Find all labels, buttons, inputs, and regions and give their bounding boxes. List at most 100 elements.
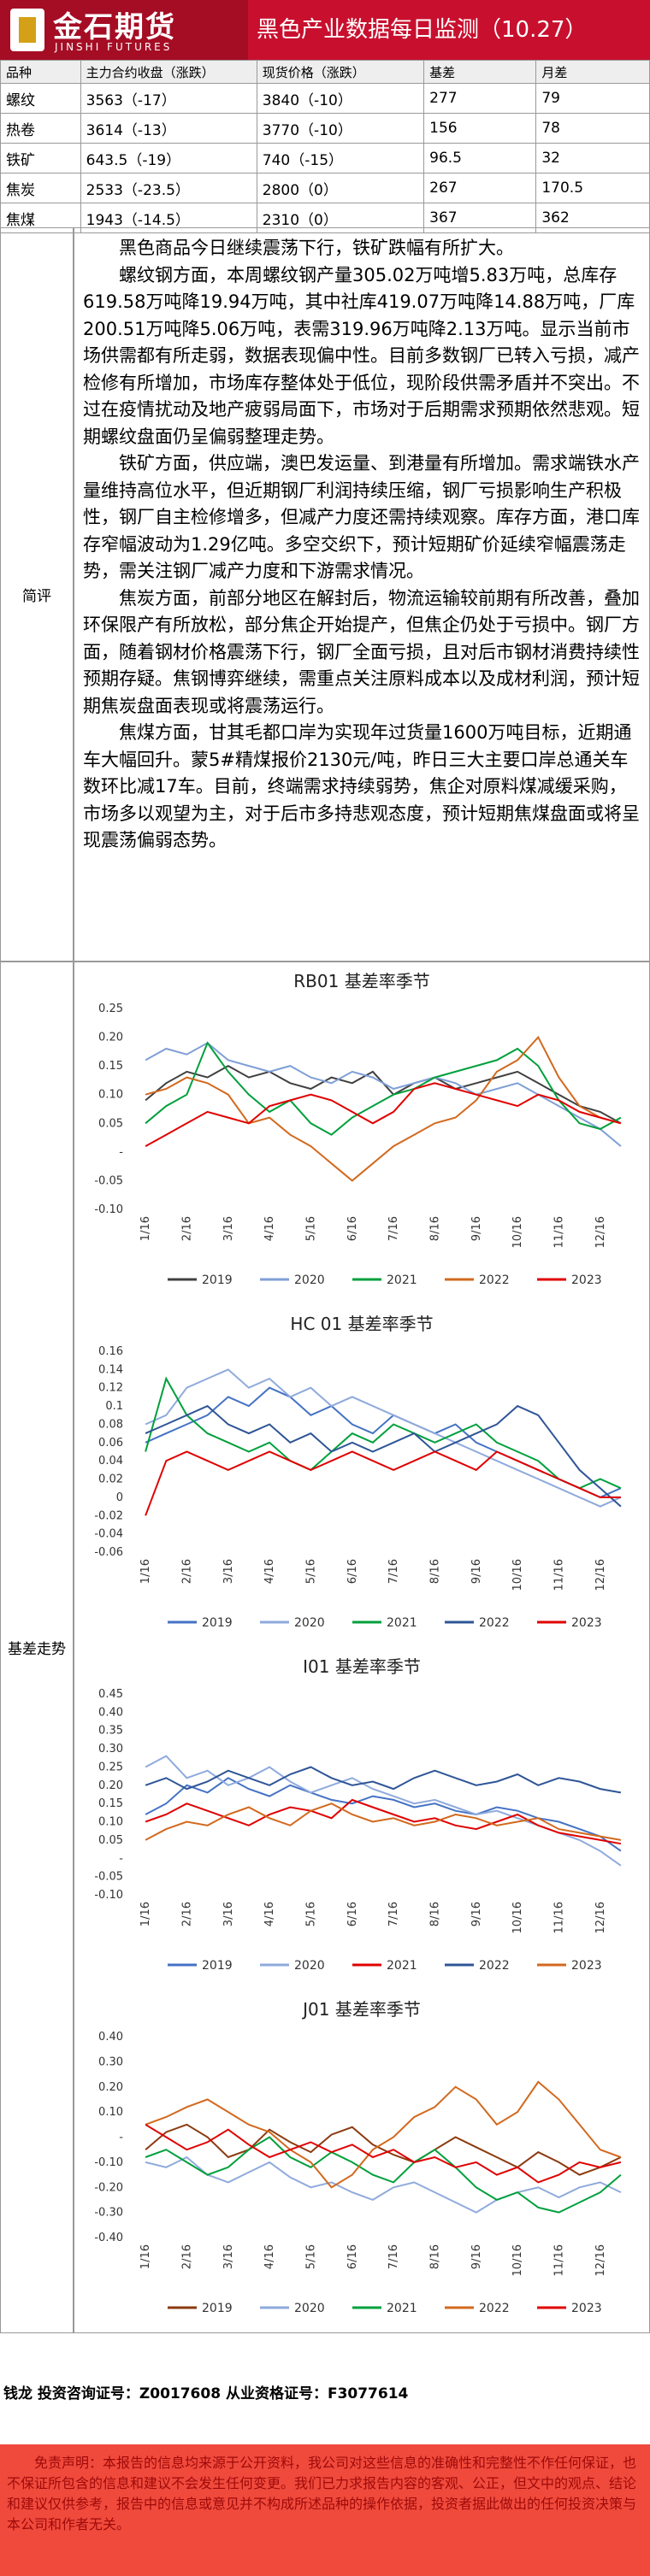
cell: 螺纹 xyxy=(0,83,81,114)
logo-text: 金石期货 xyxy=(53,10,176,44)
legend-label: 2021 xyxy=(387,2302,417,2315)
cell: 2800（0） xyxy=(256,173,425,203)
title: 黑色产业数据每日监测（10.27） xyxy=(257,17,588,43)
cell: 740（-15） xyxy=(256,143,425,173)
x-tick-label: 10/16 xyxy=(511,1216,524,1248)
y-tick-label: 0.40 xyxy=(98,1706,123,1719)
series-line xyxy=(145,1766,622,1794)
x-tick-label: 11/16 xyxy=(552,1216,565,1248)
cell: 焦炭 xyxy=(0,173,81,203)
legend-label: 2023 xyxy=(571,2302,602,2315)
y-tick-label: 0.30 xyxy=(98,1743,123,1756)
y-tick-label: -0.20 xyxy=(94,2181,123,2194)
cell: 焦煤 xyxy=(0,203,81,233)
y-tick-label: -0.05 xyxy=(94,1174,123,1187)
y-tick-label: 0.30 xyxy=(98,2056,123,2068)
chart: I01 基差率季节-0.10-0.05-0.050.100.150.200.25… xyxy=(94,1656,622,1973)
x-tick-label: 2/16 xyxy=(180,1902,193,1926)
table-header: 品种 主力合约收盘（涨跌） 现货价格（涨跌） 基差 月差 xyxy=(0,60,650,84)
y-tick-label: -0.10 xyxy=(94,1889,123,1902)
section-label: 基差走势 xyxy=(0,962,74,2333)
x-tick-label: 8/16 xyxy=(428,1559,441,1584)
chart-title: I01 基差率季节 xyxy=(303,1656,421,1677)
legend-label: 2021 xyxy=(387,1616,417,1630)
cell: 32 xyxy=(535,143,650,173)
series-line xyxy=(145,2155,622,2214)
x-tick-label: 6/16 xyxy=(346,1216,359,1241)
x-tick-label: 3/16 xyxy=(222,1216,235,1241)
paragraph: 铁矿方面，供应端，澳巴发运量、到港量有所增加。需求端铁水产量维持高位水平，但近期… xyxy=(83,453,640,581)
table-row: 焦煤 1943（-14.5） 2310（0） 367 362 xyxy=(0,203,650,233)
cell: 156 xyxy=(423,113,537,144)
x-tick-label: 1/16 xyxy=(139,1559,152,1584)
series-line xyxy=(145,2123,622,2184)
x-tick-label: 5/16 xyxy=(304,1902,317,1926)
table-row: 焦炭 2533（-23.5） 2800（0） 267 170.5 xyxy=(0,173,650,203)
y-tick-label: -0.04 xyxy=(94,1528,123,1541)
x-tick-label: 2/16 xyxy=(180,1559,193,1584)
y-tick-label: -0.06 xyxy=(94,1546,123,1559)
x-tick-label: 12/16 xyxy=(594,1559,607,1591)
x-tick-label: 5/16 xyxy=(304,1559,317,1584)
header-cell: 现货价格（涨跌） xyxy=(256,60,425,84)
x-tick-label: 10/16 xyxy=(511,1902,524,1933)
cell: 3563（-17） xyxy=(80,83,257,114)
x-tick-label: 10/16 xyxy=(511,2244,524,2276)
y-tick-label: 0.15 xyxy=(98,1797,123,1810)
x-tick-label: 4/16 xyxy=(263,1902,276,1926)
logo-en: JINSHI FUTURES xyxy=(55,41,173,53)
x-tick-label: 1/16 xyxy=(139,2244,152,2269)
section-label: 简评 xyxy=(0,227,74,962)
x-tick-label: 1/16 xyxy=(139,1216,152,1241)
x-tick-label: 5/16 xyxy=(304,2244,317,2269)
y-tick-label: 0.20 xyxy=(98,1779,123,1792)
header-cell: 基差 xyxy=(423,60,537,84)
cell: 2533（-23.5） xyxy=(80,173,257,203)
x-tick-label: 7/16 xyxy=(387,1559,400,1584)
y-tick-label: 0.40 xyxy=(98,2031,123,2044)
y-tick-label: 0 xyxy=(116,1491,123,1504)
legend-label: 2021 xyxy=(387,1273,417,1287)
cell: 362 xyxy=(535,203,650,233)
x-tick-label: 3/16 xyxy=(222,1902,235,1926)
y-tick-label: 0.10 xyxy=(98,1816,123,1829)
x-tick-label: 3/16 xyxy=(222,2244,235,2269)
y-tick-label: -0.40 xyxy=(94,2232,123,2244)
header-cell: 主力合约收盘（涨跌） xyxy=(80,60,257,84)
price-table: 品种 主力合约收盘（涨跌） 现货价格（涨跌） 基差 月差 螺纹 3563（-17） 3840（… xyxy=(0,60,650,233)
y-tick-label: 0.25 xyxy=(98,1761,123,1773)
x-tick-label: 7/16 xyxy=(387,1216,400,1241)
x-tick-label: 8/16 xyxy=(428,1902,441,1926)
table-row: 热卷 3614（-13） 3770（-10） 156 78 xyxy=(0,113,650,144)
y-tick-label: 0.1 xyxy=(105,1400,123,1413)
cell: 367 xyxy=(423,203,537,233)
x-tick-label: 11/16 xyxy=(552,1902,565,1933)
x-tick-label: 11/16 xyxy=(552,2244,565,2276)
x-tick-label: 6/16 xyxy=(346,1559,359,1584)
legend-label: 2023 xyxy=(571,1273,602,1287)
y-tick-label: 0.25 xyxy=(98,1003,123,1015)
series-line xyxy=(145,1386,622,1498)
signature: 钱龙 投资咨询证号：Z0017608 从业资格证号：F3077614 xyxy=(3,2385,409,2403)
x-tick-label: 9/16 xyxy=(470,2244,483,2269)
x-tick-label: 9/16 xyxy=(470,1216,483,1241)
legend-label: 2022 xyxy=(479,1273,510,1287)
y-tick-label: 0.05 xyxy=(98,1834,123,1847)
x-tick-label: 7/16 xyxy=(387,1902,400,1926)
legend-label: 2020 xyxy=(294,1273,325,1287)
y-tick-label: -0.10 xyxy=(94,1203,123,1216)
y-tick-label: 0.08 xyxy=(98,1418,123,1431)
legend-label: 2022 xyxy=(479,1616,510,1630)
y-tick-label: 0.35 xyxy=(98,1725,123,1738)
y-tick-label: 0.06 xyxy=(98,1437,123,1450)
legend-label: 2022 xyxy=(479,1959,510,1973)
disclaimer: 免责声明：本报告的信息均来源于公开资料，我公司对这些信息的准确性和完整性不作任何… xyxy=(0,2444,650,2576)
series-line xyxy=(145,1376,622,1490)
chart: RB01 基差率季节-0.10-0.05-0.050.100.150.200.2… xyxy=(94,971,622,1287)
y-tick-label: 0.02 xyxy=(98,1473,123,1486)
x-tick-label: 1/16 xyxy=(139,1902,152,1926)
x-tick-label: 2/16 xyxy=(180,2244,193,2269)
x-tick-label: 8/16 xyxy=(428,1216,441,1241)
series-line xyxy=(145,2080,622,2189)
legend-label: 2020 xyxy=(294,2302,325,2315)
